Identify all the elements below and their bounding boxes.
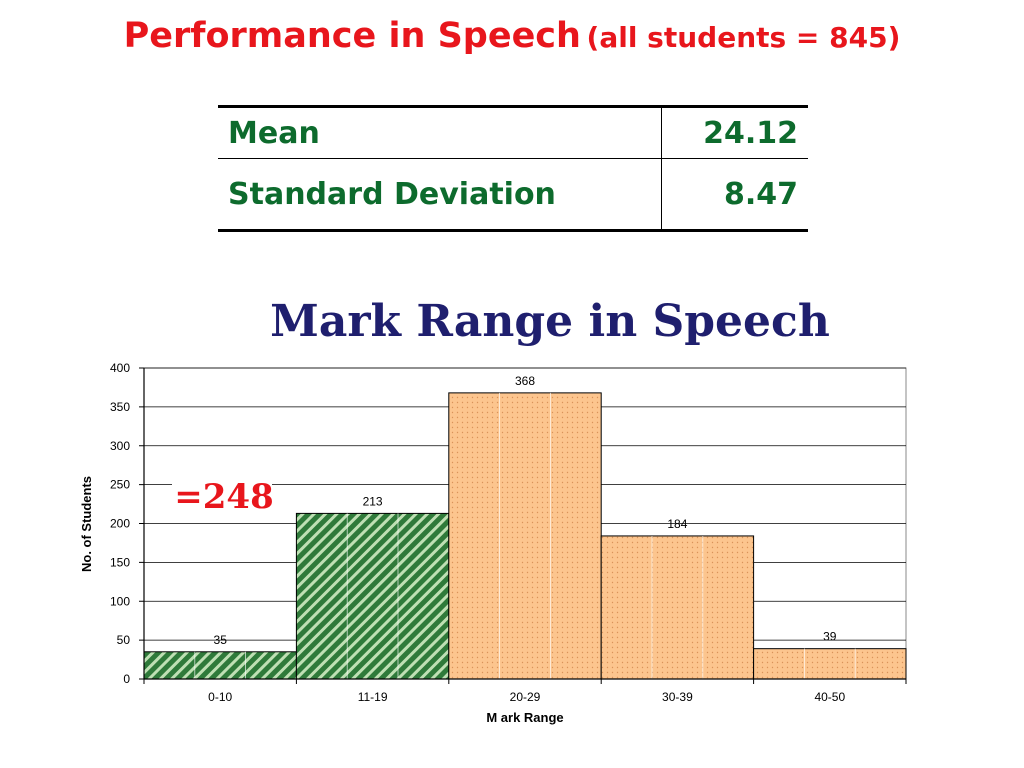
chart-annotation: =248 <box>174 477 273 517</box>
slide-title-main: Performance in Speech <box>123 16 581 56</box>
slide-title: Performance in Speech (all students = 84… <box>0 16 1024 56</box>
stats-label-mean: Mean <box>218 106 662 159</box>
y-tick-label-8: 400 <box>110 361 130 375</box>
x-tick-label-20-29: 20-29 <box>510 690 541 704</box>
x-tick-label-0-10: 0-10 <box>208 690 232 704</box>
chart-title: Mark Range in Speech <box>270 296 830 347</box>
x-tick-label-30-39: 30-39 <box>662 690 693 704</box>
chart-axes <box>139 367 907 684</box>
y-tick-label-7: 350 <box>110 400 130 414</box>
y-tick-label-2: 100 <box>110 594 130 608</box>
chart-x-tick-labels: 0-10 11-19 20-29 30-39 40-50 <box>208 690 845 704</box>
stats-row-std-dev: Standard Deviation 8.47 <box>218 158 808 231</box>
annotation-background <box>172 478 272 522</box>
x-axis-title: M ark Range <box>486 710 563 725</box>
bar-0-10 <box>143 651 297 680</box>
data-label-0-10: 35 <box>214 633 228 647</box>
bar-40-50 <box>753 648 907 680</box>
slide-title-sub: (all students = 845) <box>586 21 901 54</box>
data-label-11-19: 213 <box>363 494 383 508</box>
y-axis-title: No. of Students <box>79 476 94 572</box>
stats-value-mean: 24.12 <box>660 106 808 159</box>
x-tick-label-40-50: 40-50 <box>814 690 845 704</box>
data-label-40-50: 39 <box>823 630 837 644</box>
chart-data-labels: 35 213 368 184 39 <box>214 374 837 647</box>
data-label-20-29: 368 <box>515 374 535 388</box>
y-tick-label-5: 250 <box>110 478 130 492</box>
y-tick-label-6: 300 <box>110 439 130 453</box>
stats-value-std-dev: 8.47 <box>660 158 808 231</box>
stats-row-mean: Mean 24.12 <box>218 106 808 159</box>
y-tick-label-1: 50 <box>117 633 131 647</box>
chart-bars <box>143 392 907 680</box>
bar-11-19 <box>295 512 450 680</box>
stats-table: Mean 24.12 Standard Deviation 8.47 <box>218 105 808 232</box>
y-tick-label-4: 200 <box>110 517 130 531</box>
chart-y-tick-labels: 0 50 100 150 200 250 300 350 400 <box>110 361 130 686</box>
data-label-30-39: 184 <box>667 517 687 531</box>
y-tick-label-3: 150 <box>110 555 130 569</box>
stats-label-std-dev: Standard Deviation <box>228 176 556 212</box>
bar-30-39 <box>600 535 755 680</box>
bar-20-29 <box>448 392 602 680</box>
y-tick-label-0: 0 <box>123 672 130 686</box>
x-tick-label-11-19: 11-19 <box>358 690 388 704</box>
